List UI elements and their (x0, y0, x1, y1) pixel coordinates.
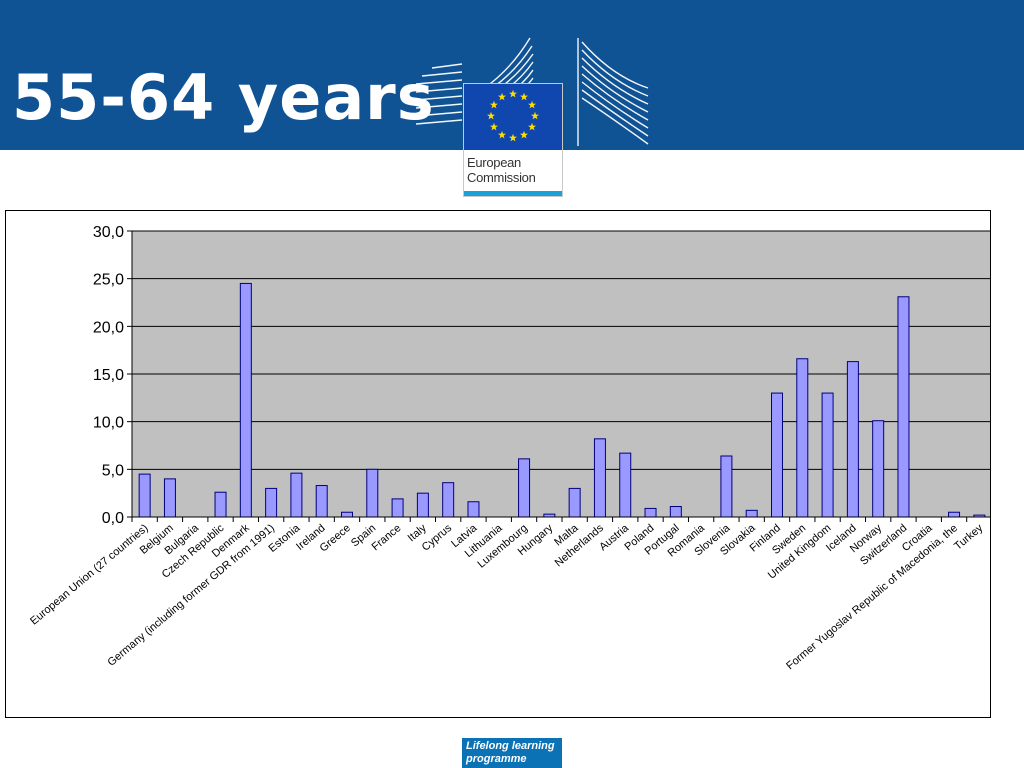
y-tick-label: 0,0 (102, 510, 124, 527)
flag-star (498, 130, 506, 139)
bar (644, 507, 657, 518)
flag-stars (487, 89, 539, 142)
european-commission-logo: European Commission (463, 83, 563, 197)
bar (771, 392, 783, 518)
bar (518, 458, 531, 518)
flag-star (489, 100, 498, 109)
eu-flag-icon (464, 84, 562, 150)
bar (796, 358, 809, 518)
flag-star (528, 122, 537, 131)
slide-title: 55-64 years (12, 61, 435, 134)
y-tick-label: 15,0 (93, 367, 124, 384)
flag-star (487, 111, 495, 120)
bar (239, 282, 252, 518)
y-tick-label: 10,0 (93, 415, 124, 432)
logo-stripe (464, 191, 562, 196)
category-label: France (370, 522, 404, 553)
category-label: European Union (27 countries) (28, 522, 150, 627)
y-tick-label: 5,0 (102, 462, 124, 479)
bar (467, 501, 480, 518)
bar (897, 296, 910, 518)
bar (745, 509, 758, 518)
bar (391, 498, 404, 518)
bar (442, 482, 455, 518)
bar (341, 511, 353, 518)
y-tick-label: 20,0 (93, 319, 124, 336)
bar (669, 506, 682, 518)
bar (821, 392, 834, 518)
bar (265, 487, 278, 518)
bar (872, 420, 885, 518)
flag-star (520, 130, 528, 139)
category-label: Turkey (952, 522, 986, 553)
logo-org-name: European Commission (467, 155, 536, 185)
flag-star (509, 133, 517, 142)
flag-star (509, 89, 517, 98)
bar (163, 478, 176, 518)
bar (948, 511, 961, 518)
flag-star (520, 92, 528, 101)
bar (619, 452, 632, 518)
bar (593, 438, 606, 518)
bar (315, 485, 328, 518)
bar (416, 492, 429, 518)
y-tick-label: 25,0 (93, 272, 124, 289)
bar (290, 472, 303, 518)
bar (846, 361, 859, 518)
chart-frame: 0,0 5,0 10,0 15,0 20,0 25,0 30,0 European Union… (5, 210, 991, 718)
bar (720, 455, 733, 518)
bar (568, 487, 581, 518)
category-label: Cyprus (420, 522, 455, 554)
bar (138, 473, 151, 518)
bar (214, 491, 227, 518)
flag-star (531, 111, 539, 120)
footer-label: Lifelong learning programme (466, 740, 555, 765)
bar (366, 468, 379, 518)
flag-star (528, 100, 537, 109)
flag-star (489, 122, 498, 131)
y-tick-label: 30,0 (93, 224, 124, 241)
lifelong-learning-badge: Lifelong learning programme (462, 738, 562, 768)
flag-star (498, 92, 506, 101)
bar-chart: 0,0 5,0 10,0 15,0 20,0 25,0 30,0 European Union… (28, 224, 990, 672)
